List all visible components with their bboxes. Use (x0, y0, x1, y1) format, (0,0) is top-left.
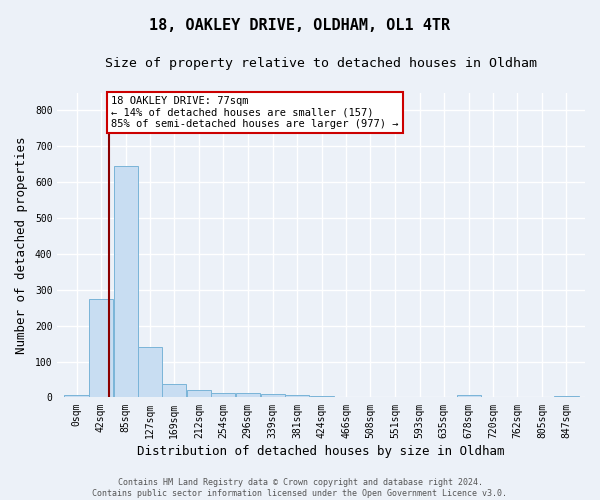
X-axis label: Distribution of detached houses by size in Oldham: Distribution of detached houses by size … (137, 444, 505, 458)
Text: 18 OAKLEY DRIVE: 77sqm
← 14% of detached houses are smaller (157)
85% of semi-de: 18 OAKLEY DRIVE: 77sqm ← 14% of detached… (111, 96, 399, 130)
Bar (554, 396, 578, 398)
Y-axis label: Number of detached properties: Number of detached properties (15, 136, 28, 354)
Bar (236, 394, 260, 398)
Bar (310, 396, 334, 398)
Text: Contains HM Land Registry data © Crown copyright and database right 2024.
Contai: Contains HM Land Registry data © Crown c… (92, 478, 508, 498)
Title: Size of property relative to detached houses in Oldham: Size of property relative to detached ho… (105, 58, 537, 70)
Bar (89, 299, 113, 398)
Text: 18, OAKLEY DRIVE, OLDHAM, OL1 4TR: 18, OAKLEY DRIVE, OLDHAM, OL1 4TR (149, 18, 451, 32)
Bar (260, 394, 284, 398)
Bar (211, 393, 235, 398)
Bar (64, 394, 89, 398)
Bar (138, 347, 162, 398)
Bar (285, 395, 309, 398)
Bar (457, 395, 481, 398)
Bar (187, 390, 211, 398)
Bar (113, 166, 138, 398)
Bar (162, 384, 187, 398)
